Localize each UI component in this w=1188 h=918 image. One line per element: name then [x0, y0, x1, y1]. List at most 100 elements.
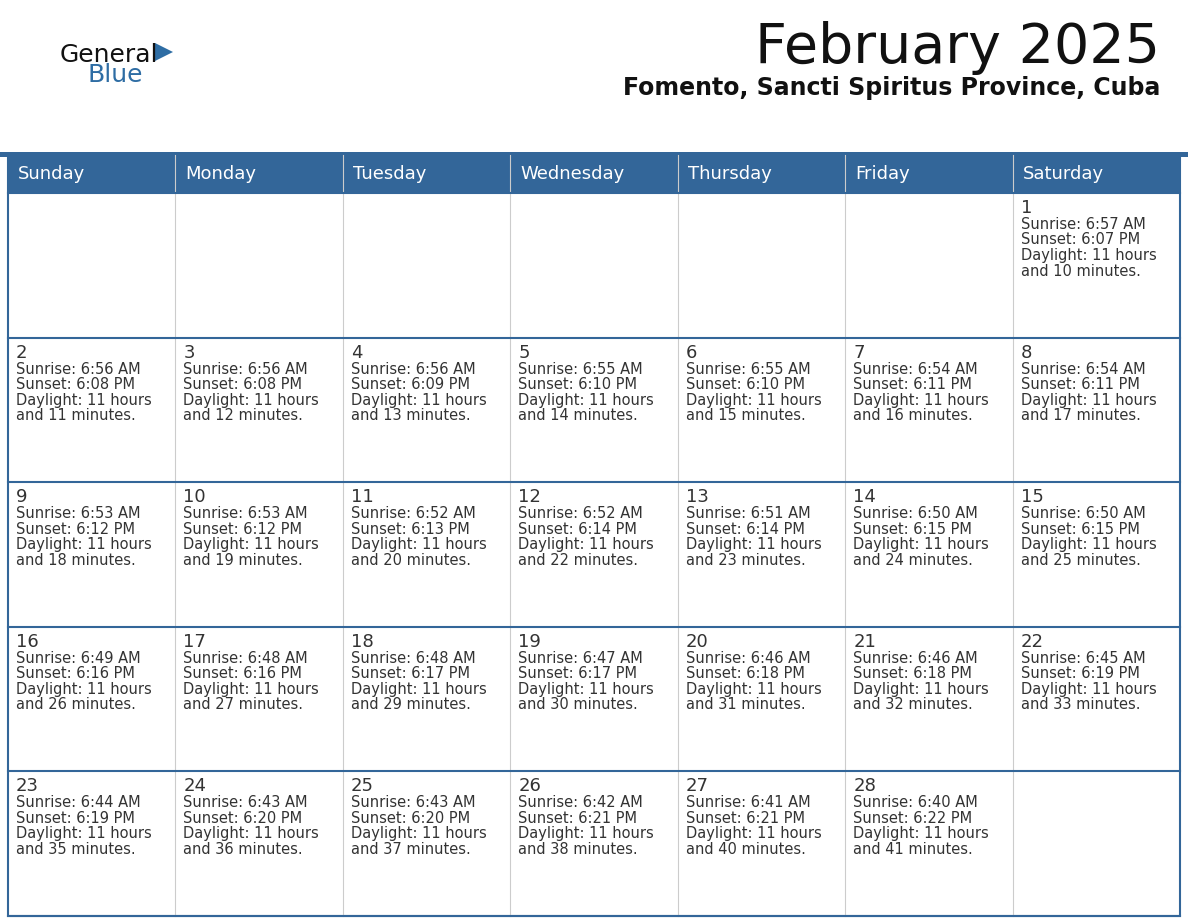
- Text: and 41 minutes.: and 41 minutes.: [853, 842, 973, 856]
- Text: Sunset: 6:15 PM: Sunset: 6:15 PM: [1020, 521, 1139, 537]
- Text: and 11 minutes.: and 11 minutes.: [15, 409, 135, 423]
- Text: 5: 5: [518, 343, 530, 362]
- Text: Daylight: 11 hours: Daylight: 11 hours: [685, 826, 821, 842]
- Text: Sunset: 6:08 PM: Sunset: 6:08 PM: [15, 377, 135, 392]
- Text: Sunrise: 6:53 AM: Sunrise: 6:53 AM: [15, 506, 140, 521]
- Text: and 29 minutes.: and 29 minutes.: [350, 698, 470, 712]
- Text: Thursday: Thursday: [688, 165, 771, 183]
- Text: and 17 minutes.: and 17 minutes.: [1020, 409, 1140, 423]
- Bar: [8, 155, 1180, 193]
- Text: 10: 10: [183, 488, 206, 506]
- Polygon shape: [154, 43, 173, 61]
- Text: Daylight: 11 hours: Daylight: 11 hours: [518, 682, 655, 697]
- Text: Sunrise: 6:56 AM: Sunrise: 6:56 AM: [15, 362, 140, 376]
- Text: Sunset: 6:19 PM: Sunset: 6:19 PM: [1020, 666, 1139, 681]
- Text: Sunrise: 6:57 AM: Sunrise: 6:57 AM: [1020, 217, 1145, 232]
- Text: 7: 7: [853, 343, 865, 362]
- Text: Sunset: 6:11 PM: Sunset: 6:11 PM: [853, 377, 972, 392]
- Text: Sunrise: 6:46 AM: Sunrise: 6:46 AM: [685, 651, 810, 666]
- Text: Sunset: 6:12 PM: Sunset: 6:12 PM: [15, 521, 135, 537]
- Text: Daylight: 11 hours: Daylight: 11 hours: [853, 682, 988, 697]
- Text: Sunrise: 6:50 AM: Sunrise: 6:50 AM: [853, 506, 978, 521]
- Text: Sunset: 6:17 PM: Sunset: 6:17 PM: [350, 666, 470, 681]
- Text: Sunrise: 6:43 AM: Sunrise: 6:43 AM: [350, 795, 475, 811]
- Text: Daylight: 11 hours: Daylight: 11 hours: [518, 393, 655, 408]
- Text: Sunrise: 6:56 AM: Sunrise: 6:56 AM: [183, 362, 308, 376]
- Text: and 19 minutes.: and 19 minutes.: [183, 553, 303, 567]
- Text: Daylight: 11 hours: Daylight: 11 hours: [183, 537, 320, 553]
- Bar: [176, 193, 343, 338]
- Text: Sunrise: 6:50 AM: Sunrise: 6:50 AM: [1020, 506, 1145, 521]
- Bar: [176, 338, 343, 482]
- Text: Daylight: 11 hours: Daylight: 11 hours: [685, 393, 821, 408]
- Text: and 38 minutes.: and 38 minutes.: [518, 842, 638, 856]
- Bar: [845, 482, 1012, 627]
- Text: Daylight: 11 hours: Daylight: 11 hours: [15, 537, 152, 553]
- Bar: [845, 771, 1012, 916]
- Bar: [677, 482, 845, 627]
- Text: 19: 19: [518, 633, 542, 651]
- Text: Daylight: 11 hours: Daylight: 11 hours: [350, 826, 487, 842]
- Text: 23: 23: [15, 778, 39, 795]
- Text: and 33 minutes.: and 33 minutes.: [1020, 698, 1140, 712]
- Bar: [176, 771, 343, 916]
- Text: Sunset: 6:18 PM: Sunset: 6:18 PM: [685, 666, 804, 681]
- Text: 20: 20: [685, 633, 708, 651]
- Text: Daylight: 11 hours: Daylight: 11 hours: [685, 537, 821, 553]
- Text: Fomento, Sancti Spiritus Province, Cuba: Fomento, Sancti Spiritus Province, Cuba: [623, 76, 1159, 100]
- Text: and 23 minutes.: and 23 minutes.: [685, 553, 805, 567]
- Bar: [845, 338, 1012, 482]
- Bar: [343, 482, 511, 627]
- Text: Sunset: 6:07 PM: Sunset: 6:07 PM: [1020, 232, 1139, 248]
- Text: and 26 minutes.: and 26 minutes.: [15, 698, 135, 712]
- Text: Sunday: Sunday: [18, 165, 86, 183]
- Text: Sunrise: 6:55 AM: Sunrise: 6:55 AM: [518, 362, 643, 376]
- Bar: [1012, 482, 1180, 627]
- Text: and 18 minutes.: and 18 minutes.: [15, 553, 135, 567]
- Bar: [677, 771, 845, 916]
- Text: 15: 15: [1020, 488, 1043, 506]
- Text: Sunset: 6:22 PM: Sunset: 6:22 PM: [853, 811, 972, 826]
- Text: and 31 minutes.: and 31 minutes.: [685, 698, 805, 712]
- Text: Daylight: 11 hours: Daylight: 11 hours: [518, 537, 655, 553]
- Bar: [343, 338, 511, 482]
- Text: Sunrise: 6:46 AM: Sunrise: 6:46 AM: [853, 651, 978, 666]
- Text: Sunrise: 6:49 AM: Sunrise: 6:49 AM: [15, 651, 140, 666]
- Text: 26: 26: [518, 778, 542, 795]
- Text: Sunset: 6:14 PM: Sunset: 6:14 PM: [518, 521, 637, 537]
- Text: Sunset: 6:09 PM: Sunset: 6:09 PM: [350, 377, 470, 392]
- Bar: [343, 193, 511, 338]
- Text: 6: 6: [685, 343, 697, 362]
- Text: Sunset: 6:16 PM: Sunset: 6:16 PM: [183, 666, 302, 681]
- Text: Daylight: 11 hours: Daylight: 11 hours: [350, 393, 487, 408]
- Text: 16: 16: [15, 633, 39, 651]
- Bar: [511, 482, 677, 627]
- Text: Daylight: 11 hours: Daylight: 11 hours: [1020, 682, 1156, 697]
- Text: and 12 minutes.: and 12 minutes.: [183, 409, 303, 423]
- Text: Sunrise: 6:52 AM: Sunrise: 6:52 AM: [350, 506, 475, 521]
- Text: Sunset: 6:17 PM: Sunset: 6:17 PM: [518, 666, 637, 681]
- Text: Sunset: 6:12 PM: Sunset: 6:12 PM: [183, 521, 303, 537]
- Text: Sunrise: 6:42 AM: Sunrise: 6:42 AM: [518, 795, 643, 811]
- Bar: [1012, 338, 1180, 482]
- Bar: [8, 193, 176, 338]
- Text: Daylight: 11 hours: Daylight: 11 hours: [1020, 393, 1156, 408]
- Text: and 14 minutes.: and 14 minutes.: [518, 409, 638, 423]
- Text: Sunset: 6:15 PM: Sunset: 6:15 PM: [853, 521, 972, 537]
- Text: 14: 14: [853, 488, 876, 506]
- Text: Sunset: 6:16 PM: Sunset: 6:16 PM: [15, 666, 135, 681]
- Text: Sunrise: 6:56 AM: Sunrise: 6:56 AM: [350, 362, 475, 376]
- Text: Sunrise: 6:54 AM: Sunrise: 6:54 AM: [853, 362, 978, 376]
- Bar: [1012, 771, 1180, 916]
- Text: 3: 3: [183, 343, 195, 362]
- Bar: [1012, 193, 1180, 338]
- Text: 9: 9: [15, 488, 27, 506]
- Text: and 27 minutes.: and 27 minutes.: [183, 698, 303, 712]
- Text: 2: 2: [15, 343, 27, 362]
- Text: Sunrise: 6:52 AM: Sunrise: 6:52 AM: [518, 506, 643, 521]
- Text: Daylight: 11 hours: Daylight: 11 hours: [15, 826, 152, 842]
- Text: Daylight: 11 hours: Daylight: 11 hours: [15, 393, 152, 408]
- Text: Daylight: 11 hours: Daylight: 11 hours: [183, 393, 320, 408]
- Text: Sunrise: 6:55 AM: Sunrise: 6:55 AM: [685, 362, 810, 376]
- Text: Sunrise: 6:40 AM: Sunrise: 6:40 AM: [853, 795, 978, 811]
